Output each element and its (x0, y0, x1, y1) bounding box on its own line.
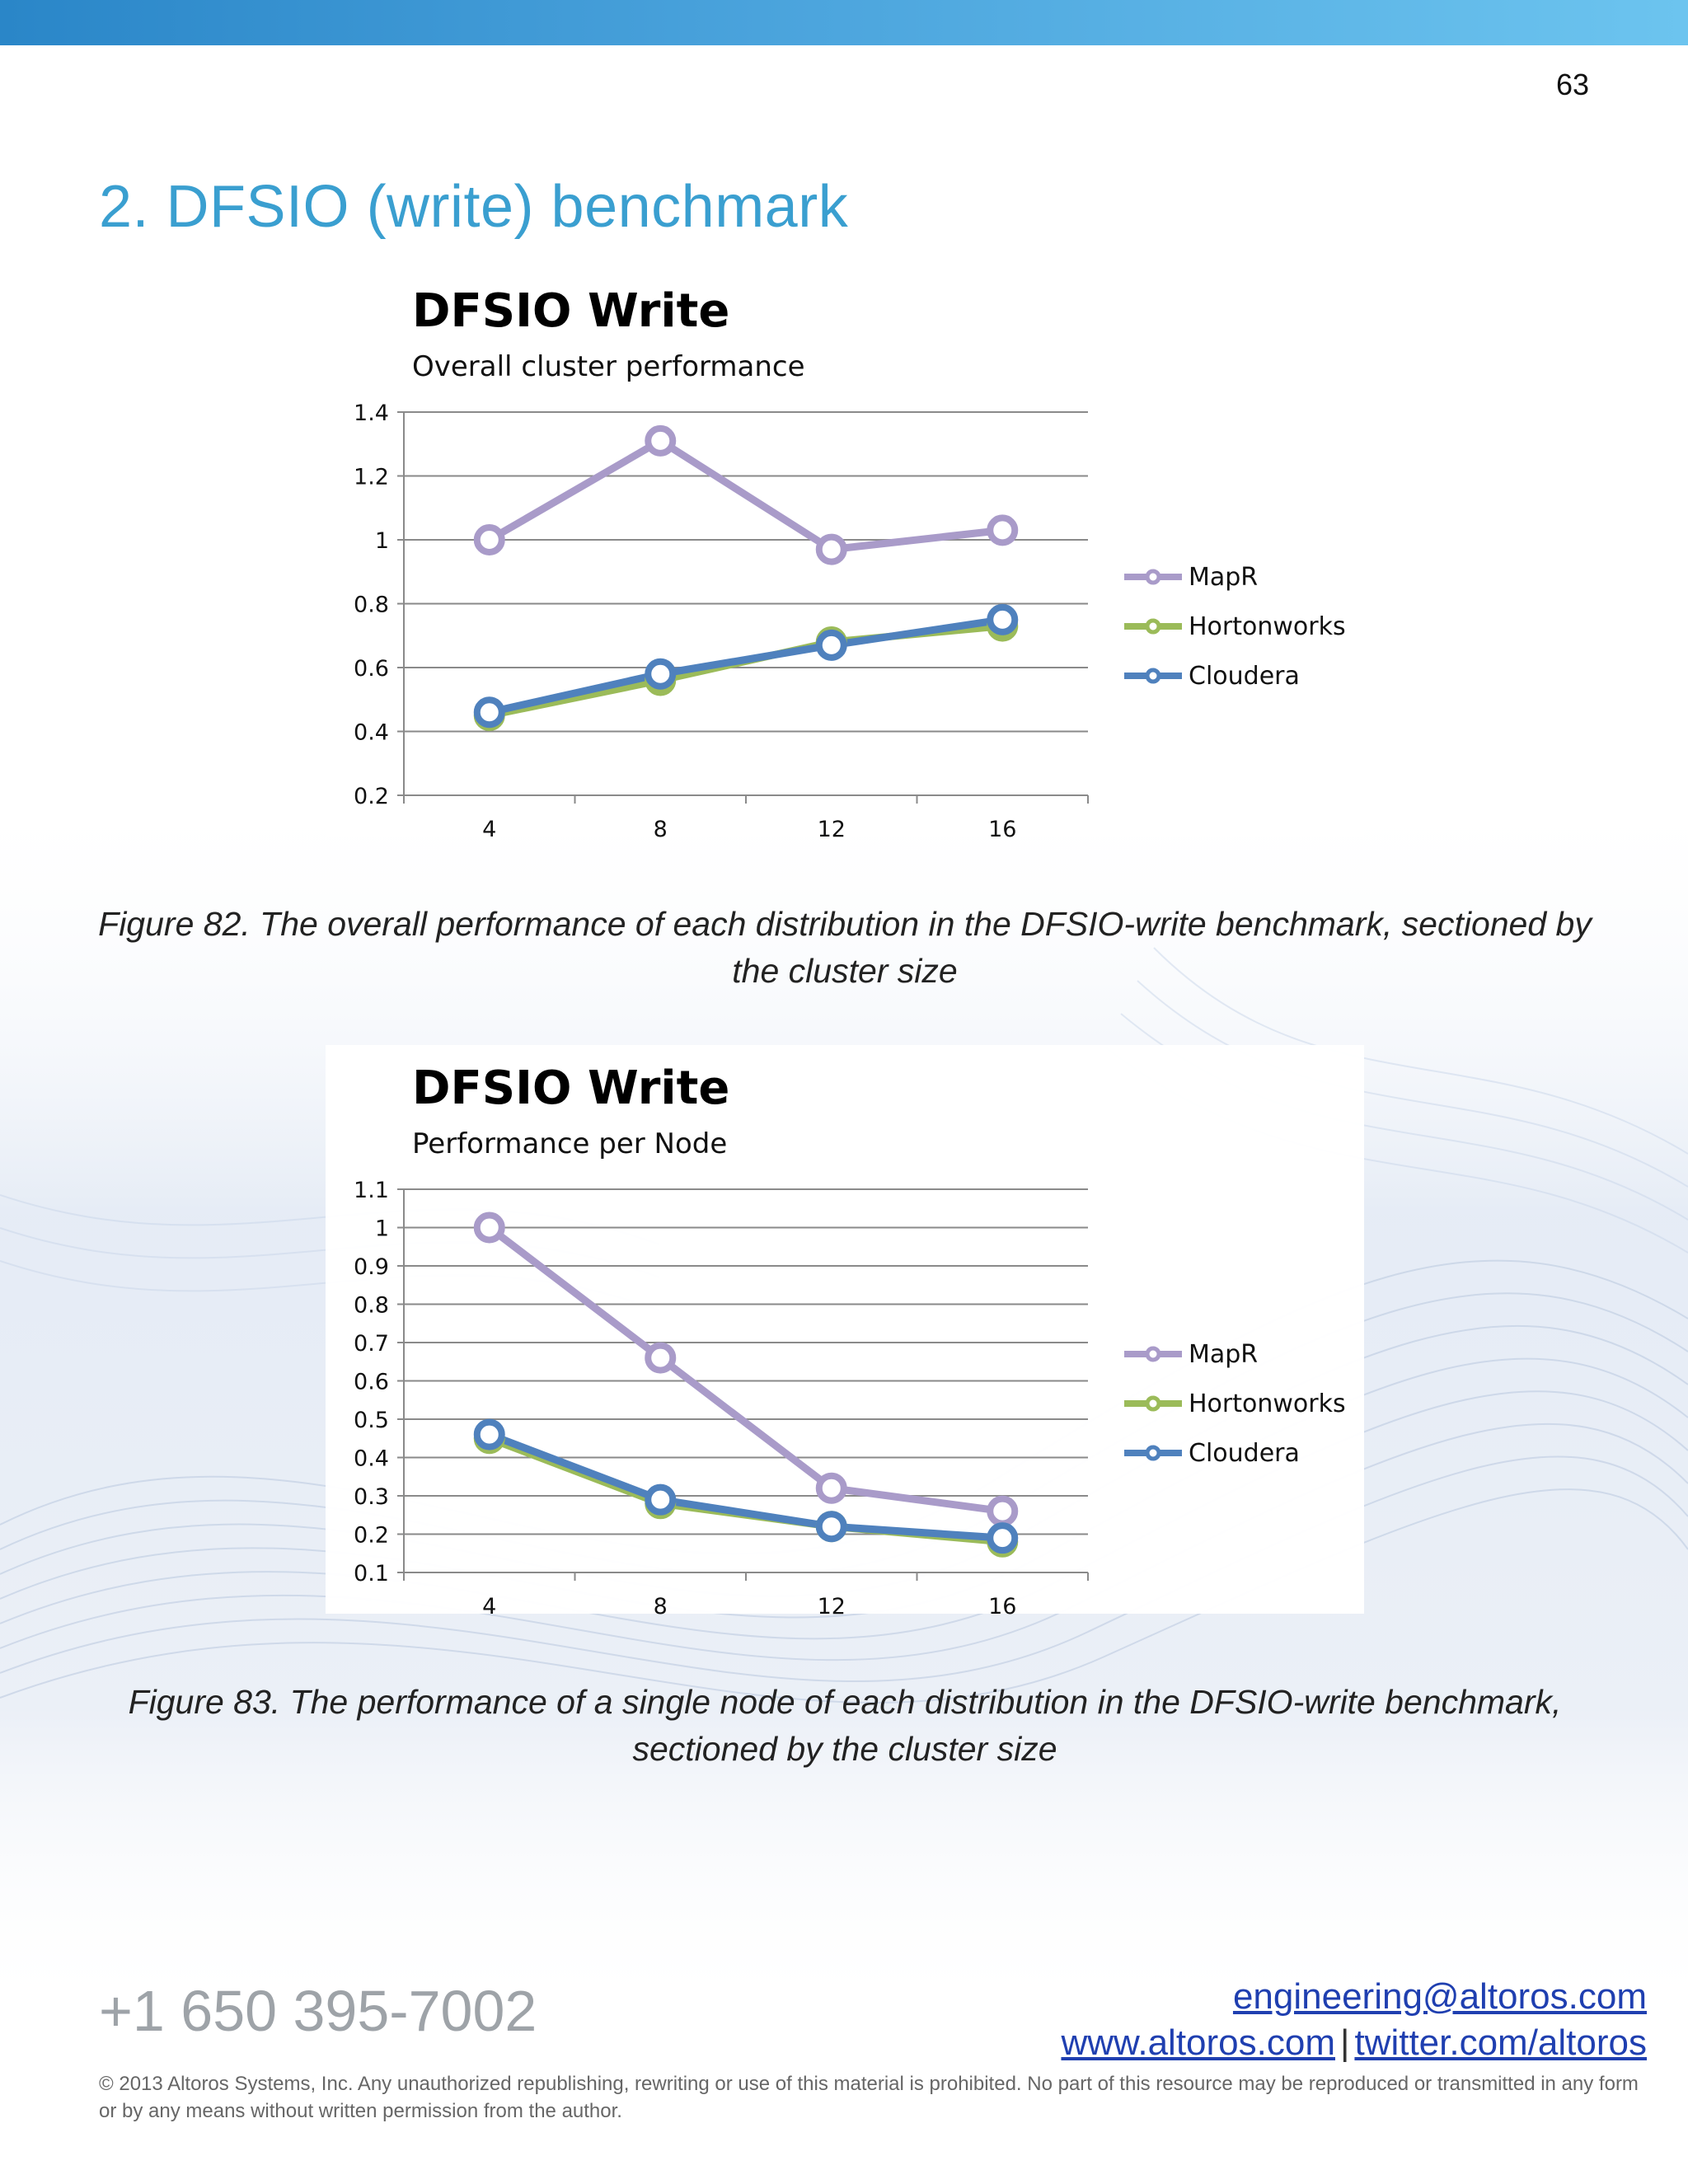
legend-label: Hortonworks (1189, 612, 1346, 641)
email-link[interactable]: engineering@altoros.com (1232, 1976, 1647, 2017)
y-tick-label: 1.4 (354, 401, 389, 426)
chart-performance-per-node: DFSIO Write Performance per Node 0.1 0.2 0… (326, 1045, 1364, 1619)
legend-swatch (1124, 1395, 1182, 1412)
link-separator: | (1340, 2022, 1350, 2063)
series-line-cloudera (485, 616, 1006, 716)
legend-swatch (1124, 1445, 1182, 1461)
data-point-cloudera (815, 629, 847, 661)
data-point-cloudera (645, 1483, 677, 1516)
chart-plot-area: 0.2 0.4 0.6 0.8 1 1.2 1.4 4 8 12 16 (354, 401, 1089, 842)
figure-caption: Figure 82. The overall performance of ea… (98, 905, 1592, 990)
legend-item-cloudera: Cloudera (1121, 1428, 1346, 1478)
legend-item-hortonworks: Hortonworks (1121, 602, 1346, 651)
y-tick-label: 0.9 (354, 1254, 389, 1280)
x-tick-label: 4 (482, 1594, 496, 1619)
y-tick-label: 0.8 (354, 1293, 389, 1319)
y-tick-label: 0.2 (354, 784, 389, 809)
chart-overall-cluster-performance: DFSIO Write Overall cluster performance … (326, 268, 1364, 842)
chart-title: DFSIO Write (412, 1062, 730, 1115)
data-point-cloudera (815, 1511, 847, 1543)
y-tick-label: 1.2 (354, 465, 389, 490)
y-tick-label: 0.4 (354, 720, 389, 746)
chart-subtitle: Overall cluster performance (412, 350, 805, 383)
data-point-cloudera (473, 1418, 505, 1451)
figure-caption: Figure 83. The performance of a single n… (128, 1683, 1562, 1768)
x-tick-label: 8 (654, 1594, 668, 1619)
header-bar (0, 0, 1688, 45)
website-link[interactable]: www.altoros.com (1061, 2022, 1335, 2063)
legend-item-mapr: MapR (1121, 552, 1346, 602)
legend-item-hortonworks: Hortonworks (1121, 1379, 1346, 1428)
chart-legend: MapR Hortonworks Cloudera (1121, 1329, 1346, 1478)
footer-phone: +1 650 395-7002 (99, 1979, 537, 2043)
chart-legend: MapR Hortonworks Cloudera (1121, 552, 1346, 701)
section-title: 2. DFSIO (write) benchmark (99, 174, 849, 240)
y-tick-label: 0.6 (354, 656, 389, 682)
data-point-cloudera (987, 603, 1019, 635)
legend-swatch (1124, 618, 1182, 635)
data-point-mapr (473, 1212, 505, 1244)
x-tick-label: 16 (988, 817, 1016, 842)
twitter-link[interactable]: twitter.com/altoros (1354, 2022, 1647, 2063)
chart-subtitle: Performance per Node (412, 1127, 728, 1160)
y-tick-label: 1.1 (354, 1178, 389, 1203)
y-tick-label: 0.3 (354, 1484, 389, 1510)
data-point-cloudera (645, 658, 677, 690)
series-line-mapr (485, 437, 1006, 554)
legend-swatch (1124, 569, 1182, 585)
data-point-mapr (473, 524, 505, 555)
footer-contact: engineering@altoros.com www.altoros.com |… (1061, 1974, 1647, 2066)
legend-item-cloudera: Cloudera (1121, 651, 1346, 701)
series-line-mapr (485, 1224, 1006, 1516)
data-point-mapr (645, 1342, 677, 1374)
series-line-cloudera (485, 1431, 1006, 1542)
y-tick-label: 1 (375, 1216, 389, 1242)
x-tick-label: 12 (818, 1594, 846, 1619)
data-point-cloudera (987, 1522, 1019, 1554)
legend-label: Hortonworks (1189, 1389, 1346, 1418)
y-tick-label: 0.8 (354, 593, 389, 618)
legend-label: Cloudera (1189, 1438, 1300, 1468)
y-tick-label: 0.1 (354, 1561, 389, 1586)
y-tick-label: 0.4 (354, 1446, 389, 1472)
data-point-cloudera (473, 696, 505, 729)
page-number: 63 (1555, 68, 1589, 101)
chart-plot-area: 0.1 0.2 0.3 0.4 0.5 0.6 0.7 0.8 0.9 1 1.1 4 8 12 16 (354, 1178, 1089, 1619)
x-tick-label: 16 (988, 1594, 1016, 1619)
y-tick-label: 1 (375, 528, 389, 554)
data-point-mapr (987, 1495, 1019, 1527)
legend-item-mapr: MapR (1121, 1329, 1346, 1379)
data-point-mapr (815, 533, 847, 565)
series-line-hortonworks (485, 622, 1006, 719)
x-tick-label: 4 (482, 817, 496, 842)
data-point-mapr (645, 424, 677, 457)
x-tick-label: 8 (654, 817, 668, 842)
legend-label: Cloudera (1189, 661, 1300, 691)
y-tick-label: 0.5 (354, 1408, 389, 1433)
y-tick-label: 0.2 (354, 1523, 389, 1549)
y-tick-label: 0.7 (354, 1331, 389, 1357)
data-point-mapr (987, 514, 1019, 546)
x-tick-label: 12 (818, 817, 846, 842)
legend-label: MapR (1189, 1339, 1259, 1369)
series-line-hortonworks (485, 1434, 1006, 1546)
legend-label: MapR (1189, 562, 1259, 592)
legend-swatch (1124, 668, 1182, 684)
chart-title: DFSIO Write (412, 284, 730, 338)
copyright-notice: © 2013 Altoros Systems, Inc. Any unautho… (99, 2073, 1639, 2122)
legend-swatch (1124, 1346, 1182, 1362)
data-point-mapr (815, 1472, 847, 1504)
y-tick-label: 0.6 (354, 1370, 389, 1395)
